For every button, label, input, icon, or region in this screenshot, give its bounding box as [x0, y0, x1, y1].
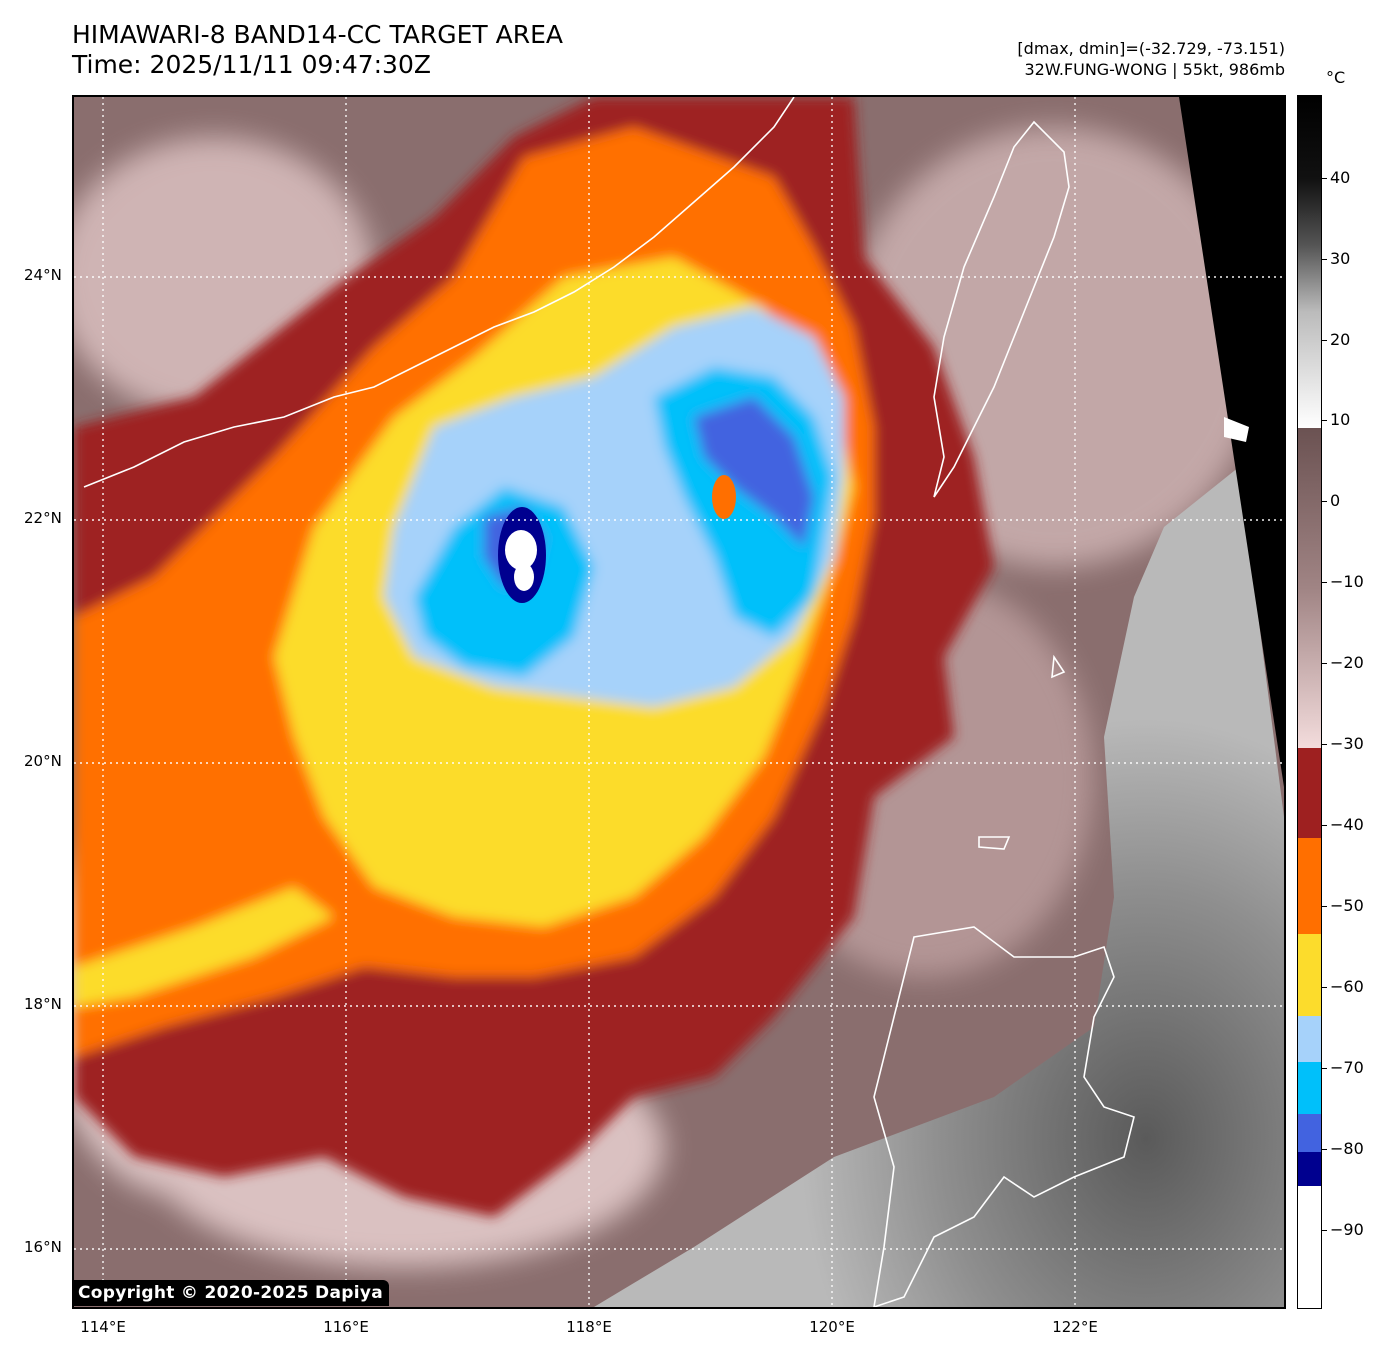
colorbar-tickmark — [1322, 663, 1327, 664]
colorbar-segment-dark-red — [1298, 748, 1321, 838]
lat-label-16n: 16°N — [24, 1238, 62, 1256]
colorbar-segment-orange — [1298, 838, 1321, 934]
lon-label-114e: 114°E — [80, 1318, 126, 1336]
colorbar-tickmark — [1322, 744, 1327, 745]
no-data-region — [1179, 97, 1284, 787]
colorbar-tick-label: −90 — [1330, 1220, 1364, 1239]
coastlines — [83, 97, 1135, 1307]
chart-title: HIMAWARI-8 BAND14-CC TARGET AREA Time: 2… — [72, 20, 563, 80]
colorbar-segment-light-blue — [1298, 1016, 1321, 1062]
orange-spot — [712, 475, 736, 519]
storm-name-text: 32W.FUNG-WONG | 55kt, 986mb — [1024, 60, 1285, 79]
satellite-image — [72, 95, 1286, 1309]
colorbar-tick-label: −50 — [1330, 896, 1364, 915]
yellow-tail — [74, 887, 334, 1007]
lat-label-24n: 24°N — [24, 266, 62, 284]
colorbar-tick-label: −20 — [1330, 653, 1364, 672]
colorbar-tickmark — [1322, 178, 1327, 179]
lat-label-22n: 22°N — [24, 509, 62, 527]
title-line-2: Time: 2025/11/11 09:47:30Z — [72, 50, 431, 79]
cold-center — [498, 507, 546, 603]
lon-label-118e: 118°E — [566, 1318, 612, 1336]
colorbar-tick-label: −80 — [1330, 1139, 1364, 1158]
colorbar — [1297, 95, 1322, 1309]
colorbar-segment-brown — [1298, 428, 1321, 748]
colorbar-tick-label: −70 — [1330, 1058, 1364, 1077]
lon-label-120e: 120°E — [809, 1318, 855, 1336]
colorbar-tickmark — [1322, 582, 1327, 583]
colorbar-tickmark — [1322, 1149, 1327, 1150]
storm-info: [dmax, dmin]=(-32.729, -73.151) 32W.FUNG… — [1017, 38, 1285, 80]
colorbar-tick-label: 20 — [1330, 330, 1351, 349]
convective-cloud — [74, 97, 994, 1217]
colorbar-tick-label: 30 — [1330, 249, 1351, 268]
colorbar-tick-label: −40 — [1330, 815, 1364, 834]
copyright-label: Copyright © 2020-2025 Dapiya — [72, 1280, 389, 1306]
colorbar-segment-cyan — [1298, 1062, 1321, 1114]
colorbar-tickmark — [1322, 1230, 1327, 1231]
lat-label-18n: 18°N — [24, 995, 62, 1013]
dmax-dmin-text: [dmax, dmin]=(-32.729, -73.151) — [1017, 39, 1285, 58]
colorbar-tickmark — [1322, 340, 1327, 341]
royal-blue-band — [694, 397, 814, 547]
colorbar-tick-label: −60 — [1330, 977, 1364, 996]
colorbar-tickmark — [1322, 259, 1327, 260]
colorbar-tickmark — [1322, 1068, 1327, 1069]
lat-label-20n: 20°N — [24, 752, 62, 770]
colorbar-tick-label: 0 — [1330, 491, 1341, 510]
colorbar-segment-warm — [1298, 96, 1321, 428]
colorbar-tick-label: 10 — [1330, 410, 1351, 429]
colorbar-segment-navy — [1298, 1152, 1321, 1186]
lon-label-122e: 122°E — [1052, 1318, 1098, 1336]
colorbar-segment-yellow — [1298, 934, 1321, 1016]
colorbar-tickmark — [1322, 825, 1327, 826]
grid-lines — [74, 97, 1284, 1307]
cold-white-band — [1224, 417, 1249, 442]
colorbar-unit: °C — [1326, 68, 1346, 87]
colorbar-tickmark — [1322, 906, 1327, 907]
colorbar-tick-label: 40 — [1330, 168, 1351, 187]
colorbar-tickmark — [1322, 501, 1327, 502]
colorbar-tickmark — [1322, 420, 1327, 421]
colorbar-segment-royal-blue — [1298, 1114, 1321, 1152]
colorbar-tick-label: −10 — [1330, 572, 1364, 591]
colorbar-segment-cold-white — [1298, 1186, 1321, 1308]
title-line-1: HIMAWARI-8 BAND14-CC TARGET AREA — [72, 20, 564, 49]
colorbar-tickmark — [1322, 987, 1327, 988]
lon-label-116e: 116°E — [323, 1318, 369, 1336]
grey-warm-region — [594, 467, 1284, 1307]
satellite-imagery-svg — [74, 97, 1284, 1307]
colorbar-tick-label: −30 — [1330, 734, 1364, 753]
